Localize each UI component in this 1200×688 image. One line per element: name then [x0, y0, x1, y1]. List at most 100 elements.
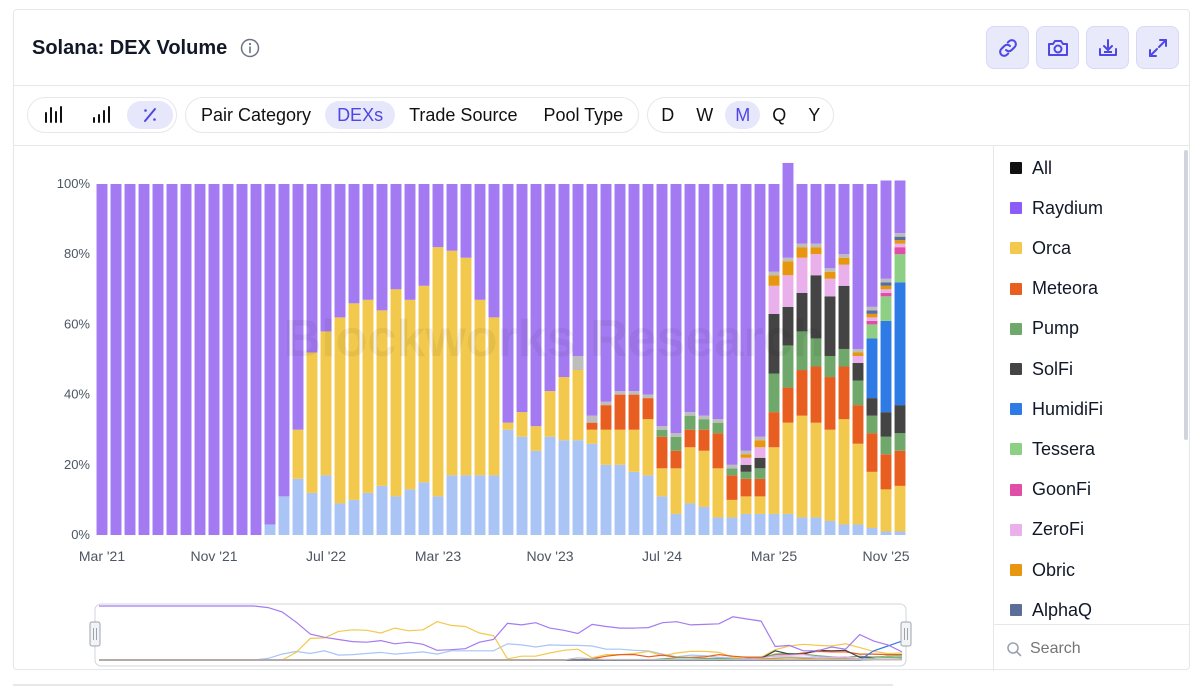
bar-segment[interactable] — [768, 275, 780, 286]
bar-segment[interactable] — [600, 405, 612, 430]
bar-segment[interactable] — [586, 429, 598, 444]
bar-segment[interactable] — [838, 257, 850, 265]
bar-segment[interactable] — [698, 450, 710, 507]
bar-segment[interactable] — [796, 370, 808, 416]
bar-segment[interactable] — [376, 184, 388, 311]
legend-item[interactable]: Meteora — [1010, 277, 1098, 301]
bar-segment[interactable] — [894, 531, 906, 535]
bar-segment[interactable] — [656, 429, 668, 437]
bar-segment[interactable] — [782, 387, 794, 423]
bar-segment[interactable] — [824, 377, 836, 430]
bar-segment[interactable] — [684, 415, 696, 430]
bar-segment[interactable] — [894, 243, 906, 248]
legend-item[interactable]: Orca — [1010, 236, 1071, 260]
bar-segment[interactable] — [656, 468, 668, 497]
period-year[interactable]: Y — [808, 104, 821, 125]
bar-segment[interactable] — [166, 184, 178, 535]
bar-segment[interactable] — [656, 426, 668, 430]
bar-segment[interactable] — [768, 513, 780, 535]
bar-segment[interactable] — [418, 184, 430, 286]
bar-segment[interactable] — [838, 285, 850, 349]
bar-segment[interactable] — [852, 380, 864, 406]
screenshot-button[interactable] — [1036, 26, 1079, 69]
bar-segment[interactable] — [880, 289, 892, 293]
bar-segment[interactable] — [852, 355, 864, 364]
bar-segment[interactable] — [642, 475, 654, 535]
bar-segment[interactable] — [572, 184, 584, 356]
bar-segment[interactable] — [796, 243, 808, 248]
tab-trade-source[interactable]: Trade Source — [409, 104, 518, 125]
bar-segment[interactable] — [306, 352, 318, 493]
bar-segment[interactable] — [712, 419, 724, 423]
bar-segment[interactable] — [866, 338, 878, 399]
bar-segment[interactable] — [880, 282, 892, 286]
bar-segment[interactable] — [614, 429, 626, 465]
bar-segment[interactable] — [894, 485, 906, 532]
tab-pool-type[interactable]: Pool Type — [543, 104, 624, 125]
bar-segment[interactable] — [670, 436, 682, 451]
bar-segment[interactable] — [824, 268, 836, 272]
bar-segment[interactable] — [586, 184, 598, 416]
period-month[interactable]: M — [725, 101, 761, 129]
bar-segment[interactable] — [320, 475, 332, 535]
bar-segment[interactable] — [810, 422, 822, 518]
bar-segment[interactable] — [348, 184, 360, 304]
info-icon[interactable] — [240, 38, 260, 58]
bar-segment[interactable] — [488, 184, 500, 318]
bar-segment[interactable] — [362, 184, 374, 300]
bar-segment[interactable] — [782, 513, 794, 535]
bar-segment[interactable] — [768, 373, 780, 413]
bar-segment[interactable] — [600, 464, 612, 535]
bar-segment[interactable] — [726, 464, 738, 469]
bar-segment[interactable] — [628, 471, 640, 535]
bar-segment[interactable] — [726, 475, 738, 500]
bar-segment[interactable] — [208, 184, 220, 535]
bar-segment[interactable] — [894, 433, 906, 451]
bar-segment[interactable] — [530, 184, 542, 427]
bar-segment[interactable] — [754, 457, 766, 469]
bar-segment[interactable] — [796, 292, 808, 332]
bar-segment[interactable] — [838, 254, 850, 258]
bar-segment[interactable] — [754, 447, 766, 458]
bar-segment[interactable] — [362, 492, 374, 535]
bar-segment[interactable] — [544, 184, 556, 392]
bar-segment[interactable] — [894, 247, 906, 255]
bar-segment[interactable] — [810, 243, 822, 248]
bar-segment[interactable] — [796, 517, 808, 535]
bar-segment[interactable] — [754, 468, 766, 479]
bar-segment[interactable] — [544, 436, 556, 535]
bar-segment[interactable] — [726, 468, 738, 476]
bar-segment[interactable] — [866, 527, 878, 535]
bar-segment[interactable] — [670, 184, 682, 434]
bar-segment[interactable] — [768, 447, 780, 514]
bar-segment[interactable] — [880, 436, 892, 455]
bar-segment[interactable] — [530, 426, 542, 451]
bar-segment[interactable] — [768, 285, 780, 314]
bar-segment[interactable] — [628, 391, 640, 395]
bar-segment[interactable] — [614, 391, 626, 395]
bar-segment[interactable] — [740, 450, 752, 455]
bar-segment[interactable] — [894, 240, 906, 244]
legend-item[interactable]: GoonFi — [1010, 478, 1091, 502]
bar-segment[interactable] — [754, 496, 766, 514]
bar-segment[interactable] — [880, 454, 892, 490]
bar-segment[interactable] — [838, 348, 850, 367]
bar-segment[interactable] — [796, 415, 808, 518]
bar-segment[interactable] — [404, 184, 416, 300]
bar-segment[interactable] — [362, 299, 374, 493]
bar-segment[interactable] — [740, 471, 752, 479]
bar-segment[interactable] — [572, 440, 584, 535]
bar-segment[interactable] — [796, 184, 808, 244]
bar-segment[interactable] — [866, 320, 878, 325]
navigator-handle[interactable] — [900, 621, 912, 647]
bar-segment[interactable] — [236, 184, 248, 535]
bar-segment[interactable] — [96, 184, 108, 535]
bar-segment[interactable] — [810, 254, 822, 276]
bar-segment[interactable] — [306, 492, 318, 535]
bar-segment[interactable] — [880, 489, 892, 532]
legend-item[interactable]: ZeroFi — [1010, 518, 1084, 542]
bar-segment[interactable] — [334, 317, 346, 504]
bar-segment[interactable] — [684, 184, 696, 413]
bar-segment[interactable] — [558, 184, 570, 378]
bar-segment[interactable] — [544, 391, 556, 437]
